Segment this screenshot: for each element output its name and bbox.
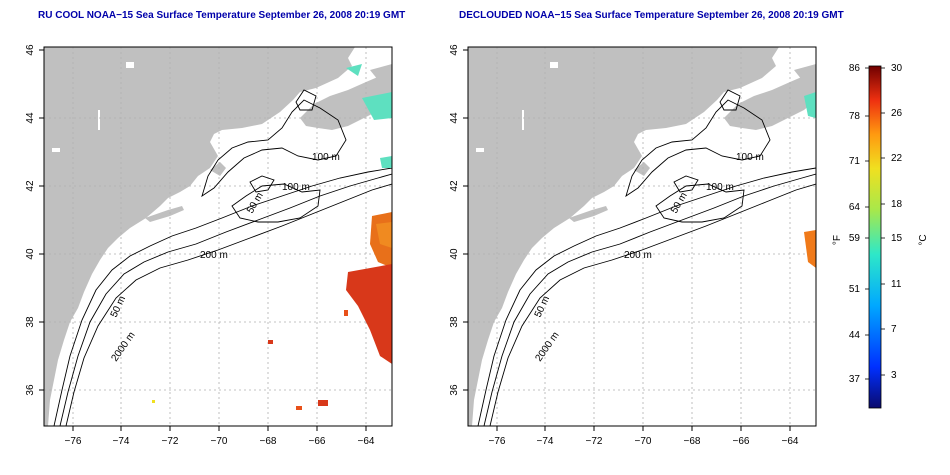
- x-tick-label: −66: [733, 436, 750, 447]
- x-tick-label: −76: [489, 436, 506, 447]
- y-tick-label: 38: [449, 316, 460, 328]
- right-sst-map: 100 m 100 m 50 m 200 m 50 m 2000 m −76 −…: [449, 44, 817, 447]
- x-tick-label: −72: [586, 436, 603, 447]
- fahrenheit-tick: 44: [849, 330, 861, 341]
- y-tick-label: 44: [25, 112, 36, 124]
- x-tick-label: −74: [113, 436, 130, 447]
- celsius-tick: 7: [891, 324, 897, 335]
- nova-scotia: [724, 72, 816, 130]
- celsius-tick: 22: [891, 153, 903, 164]
- sst-pixels: [152, 64, 392, 410]
- left-map-title: RU COOL NOAA−15 Sea Surface Temperature …: [38, 10, 406, 21]
- fahrenheit-tick: 37: [849, 374, 861, 385]
- land: [44, 47, 355, 426]
- celsius-tick: 26: [891, 108, 903, 119]
- temperature-colorbar: 86 78 71 64 59 51 44 37 30 26 22 18 15 1…: [832, 63, 929, 409]
- x-tick-label: −64: [358, 436, 375, 447]
- x-tick-label: −66: [309, 436, 326, 447]
- cape-cod: [634, 162, 650, 176]
- y-tick-label: 46: [449, 44, 460, 56]
- right-map-title: DECLOUDED NOAA−15 Sea Surface Temperatur…: [459, 10, 844, 21]
- fahrenheit-tick: 59: [849, 233, 861, 244]
- bathymetry-contours: [477, 89, 816, 426]
- y-tick-label: 36: [449, 384, 460, 396]
- fahrenheit-tick: 51: [849, 284, 861, 295]
- long-island: [145, 206, 184, 222]
- x-tick-label: −74: [537, 436, 554, 447]
- fahrenheit-tick: 71: [849, 156, 861, 167]
- y-tick-label: 40: [25, 248, 36, 260]
- nova-scotia: [300, 72, 392, 130]
- x-tick-label: −76: [65, 436, 82, 447]
- y-tick-label: 42: [25, 180, 36, 192]
- fahrenheit-tick: 78: [849, 111, 861, 122]
- cape-breton: [794, 64, 816, 80]
- cape-cod: [210, 162, 226, 176]
- contour-label: 100 m: [282, 182, 310, 193]
- x-tick-label: −70: [211, 436, 228, 447]
- fahrenheit-unit-label: °F: [832, 235, 843, 245]
- fahrenheit-tick: 86: [849, 63, 861, 74]
- x-tick-label: −68: [684, 436, 701, 447]
- y-tick-label: 44: [449, 112, 460, 124]
- y-tick-label: 40: [449, 248, 460, 260]
- bathymetry-contours: [53, 89, 392, 426]
- celsius-tick: 15: [891, 233, 903, 244]
- x-tick-label: −72: [162, 436, 179, 447]
- colorbar-gradient: [868, 65, 882, 409]
- celsius-tick: 30: [891, 63, 903, 74]
- y-tick-label: 38: [25, 316, 36, 328]
- x-tick-label: −68: [260, 436, 277, 447]
- y-tick-label: 42: [449, 180, 460, 192]
- graticule: [44, 47, 392, 426]
- fahrenheit-tick: 64: [849, 202, 861, 213]
- contour-label: 100 m: [736, 152, 764, 163]
- celsius-tick: 11: [891, 279, 902, 290]
- y-tick-label: 36: [25, 384, 36, 396]
- graticule: [468, 47, 816, 426]
- right-map-frame: [467, 46, 817, 427]
- celsius-unit-label: °C: [918, 234, 929, 245]
- left-map-frame: [43, 46, 393, 427]
- contour-label: 200 m: [624, 250, 652, 261]
- celsius-tick: 18: [891, 199, 903, 210]
- left-sst-map: 100 m 100 m 50 m 200 m 50 m 2000 m −76 −…: [25, 44, 393, 447]
- contour-label: 200 m: [200, 250, 228, 261]
- contour-label: 100 m: [706, 182, 734, 193]
- contour-label: 100 m: [312, 152, 340, 163]
- sst-pixels: [804, 92, 816, 268]
- x-tick-label: −64: [782, 436, 799, 447]
- long-island: [569, 206, 608, 222]
- cape-breton: [370, 64, 392, 80]
- x-tick-label: −70: [635, 436, 652, 447]
- y-tick-label: 46: [25, 44, 36, 56]
- land: [468, 47, 779, 426]
- celsius-tick: 3: [891, 370, 897, 381]
